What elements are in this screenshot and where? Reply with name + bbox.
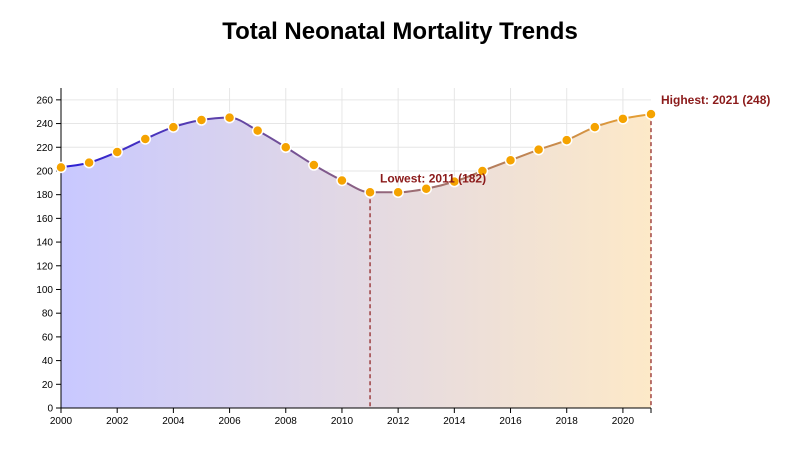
data-point <box>223 111 236 124</box>
data-point <box>532 143 545 156</box>
y-tick-label: 100 <box>36 285 53 296</box>
data-point <box>251 124 264 137</box>
y-tick-label: 180 <box>36 190 53 201</box>
data-point <box>589 121 601 133</box>
chart-title: Total Neonatal Mortality Trends <box>222 18 578 45</box>
y-tick-label: 200 <box>36 166 53 177</box>
data-point <box>111 146 123 158</box>
series-line <box>60 113 652 194</box>
highest-annotation: Highest: 2021 (248) <box>661 93 770 107</box>
x-tick-label: 2006 <box>218 416 241 427</box>
data-point <box>617 113 629 125</box>
data-point <box>364 186 376 199</box>
y-tick-label: 220 <box>36 143 53 154</box>
data-point <box>280 141 292 154</box>
x-tick-label: 2014 <box>443 416 466 427</box>
annotation-labels: Lowest: 2011 (182) Highest: 2021 (248) <box>380 93 770 185</box>
y-tick-label: 60 <box>42 332 54 343</box>
data-point <box>392 186 404 199</box>
area-fill-path <box>61 114 651 409</box>
data-points <box>55 108 657 199</box>
data-point <box>308 159 320 171</box>
y-tick-label: 40 <box>42 356 54 367</box>
y-tick-label: 20 <box>42 380 54 391</box>
y-tick-label: 260 <box>36 95 53 106</box>
x-tick-label: 2018 <box>556 416 579 427</box>
data-point <box>560 134 573 146</box>
x-tick-label: 2020 <box>612 416 635 427</box>
x-tick-label: 2002 <box>106 416 129 427</box>
x-tick-label: 2010 <box>331 416 354 427</box>
x-tick-label: 2016 <box>499 416 522 427</box>
area-fill <box>61 114 651 409</box>
data-point <box>55 161 67 174</box>
axes: 0 20 40 60 80 100 120 140 160 180 200 220 240 260 2000… <box>36 88 652 427</box>
data-point <box>645 108 657 120</box>
y-tick-label: 80 <box>42 309 54 320</box>
y-tick-label: 0 <box>47 404 53 415</box>
data-point <box>448 175 461 188</box>
data-point <box>504 154 517 167</box>
data-point <box>476 165 489 177</box>
y-tick-label: 120 <box>36 261 53 272</box>
x-tick-label: 2012 <box>387 416 410 427</box>
y-tick-label: 140 <box>36 238 53 249</box>
series-line-path <box>60 113 652 194</box>
data-point <box>420 182 432 195</box>
y-tick-label: 160 <box>36 214 53 225</box>
x-tick-label: 2000 <box>50 416 73 427</box>
data-point <box>167 121 180 133</box>
data-point <box>83 156 95 169</box>
x-tick-label: 2008 <box>275 416 298 427</box>
data-point <box>195 114 208 126</box>
data-point <box>139 133 152 145</box>
x-tick-label: 2004 <box>162 416 185 427</box>
annotation-lines <box>369 114 652 408</box>
lowest-annotation: Lowest: 2011 (182) <box>380 171 486 185</box>
y-tick-label: 240 <box>36 119 53 130</box>
data-point <box>336 174 348 187</box>
